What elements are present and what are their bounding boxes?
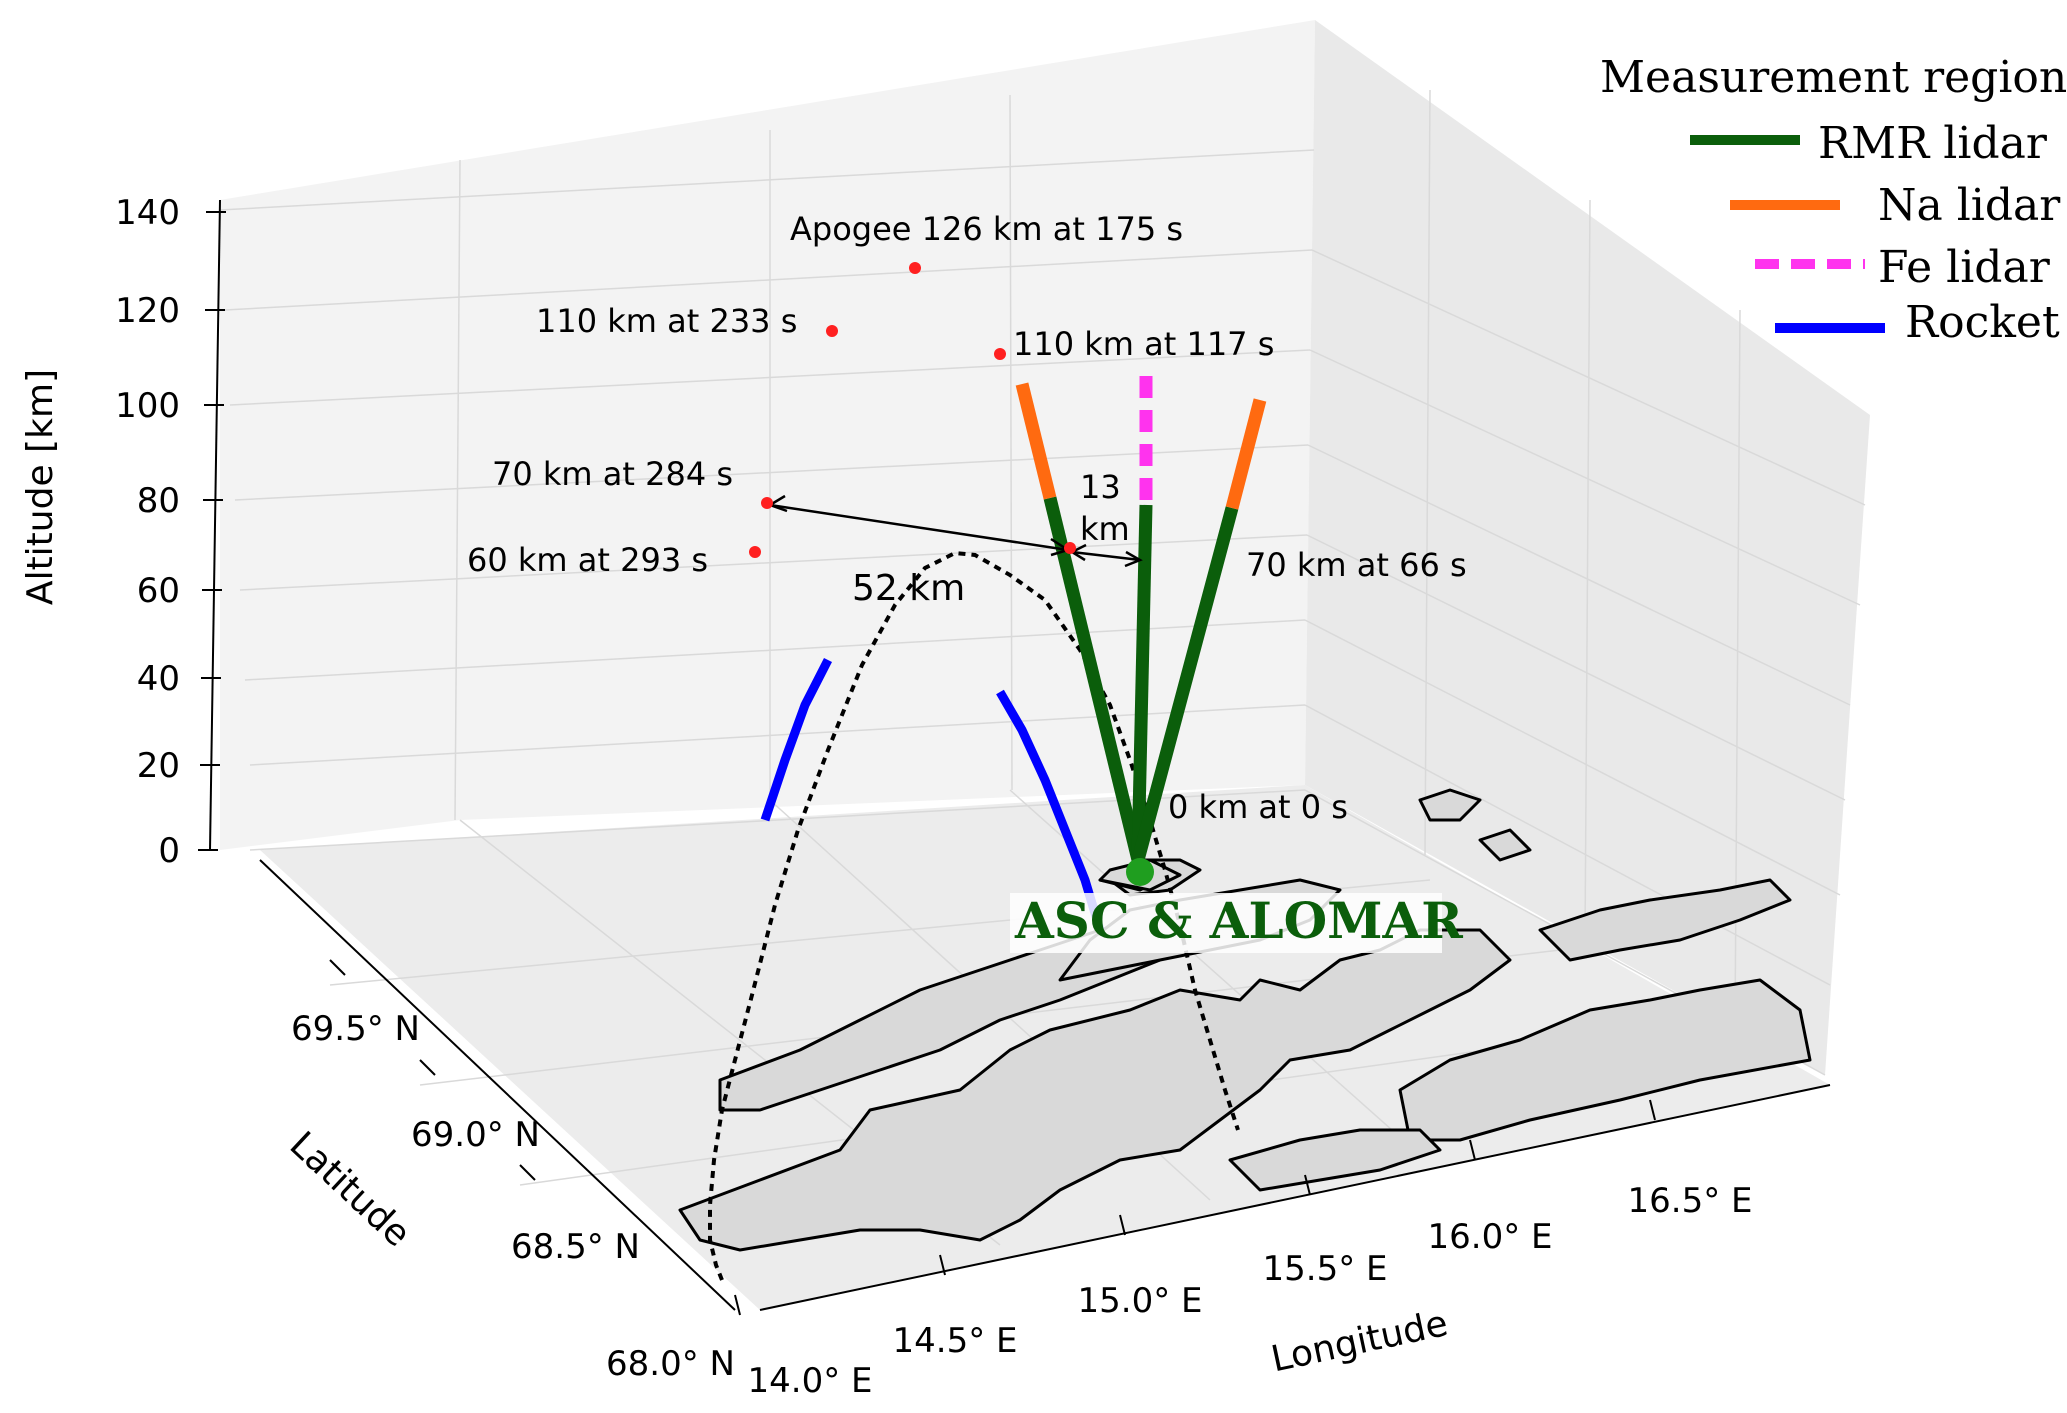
trajectory-annotations: Apogee 126 km at 175 s 110 km at 233 s 1… [467,210,1467,826]
y-tick-label: 68.0° N [606,1344,735,1384]
z-tick-label: 0 [158,831,180,871]
z-tick-label: 80 [137,481,180,521]
y-tick-labels: 68.0° N 68.5° N 69.0° N 69.5° N [291,1009,735,1384]
coastline-map [678,788,1812,1252]
marker-70km-284s [761,497,773,509]
z-axis-line [209,199,221,851]
legend-label-na: Na lidar [1878,180,2061,231]
site-label-background [1010,893,1442,953]
legend-title: Measurement regions [1600,52,2067,103]
na-beam-left [1015,382,1057,500]
y-tick-label: 68.5° N [511,1227,640,1267]
rmr-beam-vertical [1131,504,1153,861]
annotation-apogee: Apogee 126 km at 175 s [790,210,1183,248]
trajectory-markers [749,262,1076,558]
y-tick-label: 69.0° N [411,1115,540,1155]
z-tick-label: 140 [115,193,180,233]
annotation-13km: 13 km [1080,468,1131,548]
back-pane [220,20,1315,850]
rocket-segment-downleg [760,657,833,822]
rocket-segment-upleg [996,689,1105,932]
legend-label-fe: Fe lidar [1878,242,2051,293]
z-tick-label: 40 [137,659,180,699]
distance-arrow-13km [1071,550,1141,562]
distance-arrow-52km [769,503,1069,552]
rmr-beam-right [1131,506,1239,862]
x-tick-label: 16.5° E [1628,1181,1753,1221]
y-tick-label: 69.5° N [291,1009,420,1049]
x-tick-labels: 14.0° E 14.5° E 15.0° E 15.5° E 16.0° E 16.5°… [748,1181,1753,1401]
marker-110km-233s [826,325,838,337]
annotation-70km-66s: 70 km at 66 s [1246,546,1467,584]
annotation-110km-233s: 110 km at 233 s [536,302,797,340]
legend: Measurement regions RMR lidar Na lidar F… [1600,52,2067,348]
marker-110km-117s [994,348,1006,360]
legend-label-rmr: RMR lidar [1818,118,2048,169]
rocket-trajectory [708,550,1240,1281]
annotation-13km-line2: km [1080,510,1130,548]
legend-label-rocket: Rocket [1905,297,2060,348]
axis-lines [209,199,1831,1311]
y-axis-line [259,859,736,1311]
lidar-beams [1015,374,1267,862]
z-tick-label: 100 [115,386,180,426]
z-tick-label: 20 [137,746,180,786]
site-marker [1126,858,1154,886]
marker-60km-293s [749,546,761,558]
annotation-70km-284s: 70 km at 284 s [492,455,733,493]
marker-70km-66s [1064,542,1076,554]
x-tick-label: 16.0° E [1428,1217,1553,1257]
annotation-60km-293s: 60 km at 293 s [467,541,708,579]
marker-apogee [909,262,921,274]
x-tick-label: 14.5° E [893,1321,1018,1361]
x-tick-label: 15.0° E [1078,1281,1203,1321]
x-axis-line [759,1084,1831,1311]
z-tick-label: 120 [115,291,180,331]
na-beam-right [1225,398,1267,510]
annotation-13km-line1: 13 [1080,468,1121,506]
annotation-52km: 52 km [852,568,965,609]
annotation-0km-0s: 0 km at 0 s [1168,788,1348,826]
tick-marks [198,211,1656,1316]
z-tick-label: 60 [137,571,180,611]
annotation-110km-117s: 110 km at 117 s [1013,325,1274,363]
x-axis-label: Longitude [1268,1303,1452,1380]
z-tick-labels: 0 20 40 60 80 100 120 140 [115,193,180,871]
site-label: ASC & ALOMAR [1014,891,1463,950]
x-tick-label: 15.5° E [1263,1249,1388,1289]
rmr-beam-left [1043,496,1145,862]
y-axis-label: Latitude [282,1124,418,1255]
z-axis-label: Altitude [km] [20,369,61,605]
trajectory-dotted [708,550,1240,1281]
x-tick-label: 14.0° E [748,1361,873,1401]
